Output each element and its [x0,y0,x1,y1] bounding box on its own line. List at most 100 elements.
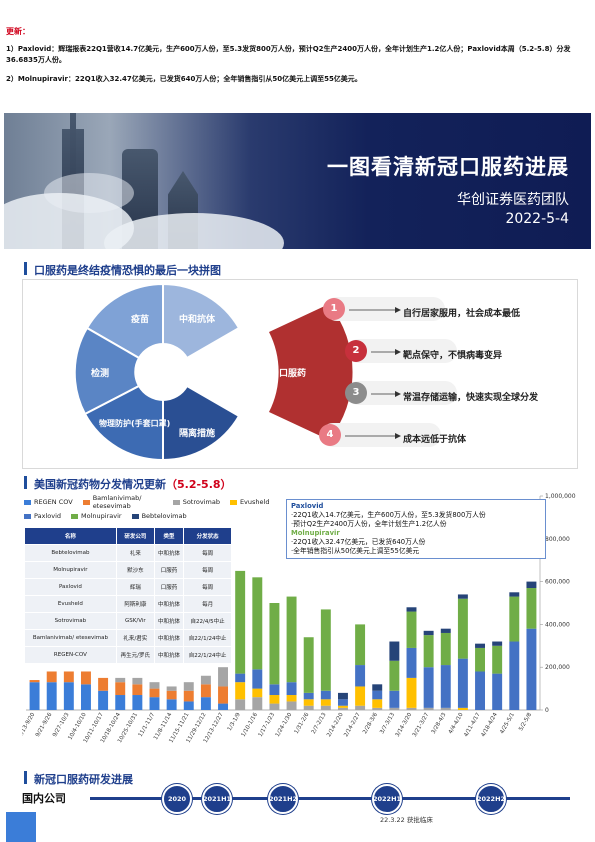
bar-segment [149,697,160,710]
bar-segment [457,707,468,710]
x-tick-label: 2/14-2/27 [343,712,362,739]
donut-diagram: 疫苗 中和抗体 检测 物理防护(手套口罩) 隔离措施 口服药 [73,282,353,462]
section-marker [24,476,27,489]
corner-decoration [6,812,36,842]
table-cell: 礼来/君实 [115,629,155,647]
y-tick-label: 800,000 [545,536,570,543]
point-number: 2 [345,340,367,362]
bar-segment [423,707,434,710]
note-molnu-title: Molnupiravir [291,529,340,537]
bar-segment [200,684,211,698]
bar-segment [269,603,280,685]
bar-segment [372,699,383,708]
bar-segment [320,690,331,700]
bar-segment [80,684,91,710]
row-label-domestic: 国内公司 [22,792,66,805]
bar-segment [406,607,417,612]
bar-segment [303,637,314,693]
table-cell: 中和抗体 [153,544,185,562]
label-antibody: 中和抗体 [179,313,216,325]
bar-segment [269,695,280,704]
timeline-node-year: 2022 [476,795,496,803]
x-tick-label: 1/24-1/30 [275,712,294,739]
legend-item: Bebtelovimab [131,512,187,520]
table-cell: 自22/4/5中止 [183,612,232,630]
legend-swatch [24,499,31,505]
bar-segment [235,682,246,700]
hero-date: 2022-5-4 [505,211,569,227]
timeline-line [90,797,570,800]
bar-segment [440,665,451,708]
note-pax-line1: ·22Q1收入14.7亿美元，生产600万人份，至5.3发货800万人份 [291,511,486,519]
bar-segment [183,690,194,702]
x-tick-label: 1/3-1/9 [227,712,242,732]
table-cell: 自22/1/24中止 [183,629,232,647]
label-testing: 检测 [91,367,109,379]
timeline-node: 2022 H2 [476,784,506,814]
update-line-1: 1）Paxlovid：辉瑞报表22Q1营收14.7亿美元，生产600万人份，至5… [6,45,571,64]
x-tick-label: 3/14-3/20 [395,712,414,739]
y-tick-label: 0 [545,707,549,714]
bar-segment [149,682,160,689]
table-header-cell: 类型 [153,527,185,545]
label-isolation: 隔离措施 [179,427,215,439]
legend-label: Evusheld [239,498,270,506]
section2-title-range: （5.2-5.8） [166,478,232,491]
bar-segment [355,686,366,706]
x-tick-label: 2/14-2/20 [326,712,345,739]
bar-segment [337,707,348,710]
bar-segment [475,671,486,710]
table-cell: Paxlovid [24,578,117,596]
point-pill [325,297,445,321]
note-mol-line2: ·全年销售指引从50亿美元上调至55亿美元 [291,547,420,555]
bar-segment [389,690,400,708]
bar-segment [115,695,126,710]
table-cell: 阿斯利康 [115,595,155,613]
bar-segment [200,675,211,685]
table-cell: 中和抗体 [153,646,185,664]
timeline-node-year: 2021 [268,795,288,803]
bar-segment [337,692,348,700]
bar-segment [526,588,537,629]
x-tick-label: 4/11-4/17 [463,712,482,739]
table-header-row: 名称 研发公司 类型 分发状态 [24,527,232,545]
bar-segment [98,690,109,710]
bar-segment [457,598,468,659]
section2-title-text: 美国新冠药物分发情况更新 [34,478,166,491]
x-tick-label: 11/1-11/7 [138,712,157,739]
legend-item: Evusheld [229,494,270,510]
oral-drug-panel: 疫苗 中和抗体 检测 物理防护(手套口罩) 隔离措施 口服药 1 自行居家服用，… [22,279,578,469]
bar-segment [372,707,383,710]
legend-item: REGEN COV [24,494,73,510]
bar-segment [440,628,451,633]
table-cell: 礼来 [115,544,155,562]
bar-segment [303,692,314,700]
bar-segment [46,671,57,683]
bar-segment [423,667,434,708]
legend-label: Bebtelovimab [141,512,187,520]
segment-testing [73,326,141,416]
bar-segment [63,682,74,710]
bar-segment [320,705,331,710]
legend-swatch [131,513,139,519]
hero-subtitle: 华创证券医药团队 [457,192,569,208]
table-row: Sotrovimab GSK/Vir 中和抗体 自22/4/5中止 [24,612,232,630]
bar-segment [526,581,537,589]
section2-title: 美国新冠药物分发情况更新（5.2-5.8） [34,476,232,492]
bar-segment [166,690,177,700]
table-cell: Molnupiravir [24,561,117,579]
bar-segment [235,699,246,710]
bar-segment [423,635,434,668]
bar-segment [509,596,520,642]
bar-segment [355,705,366,710]
x-tick-label: 1/17-1/23 [258,712,277,739]
x-tick-label: 3/21-3/27 [412,712,431,739]
bar-segment [337,699,348,706]
legend-swatch [24,513,31,519]
table-header-cell: 分发状态 [183,527,232,545]
timeline-node-year: 2020 [167,795,187,803]
note-mol-line1: ·22Q1收入32.47亿美元，已发货640万人份 [291,538,426,546]
cloud-decoration [44,173,134,213]
bar-segment [355,624,366,666]
table-cell: Bamlanivimab/ etesevimab [24,629,117,647]
